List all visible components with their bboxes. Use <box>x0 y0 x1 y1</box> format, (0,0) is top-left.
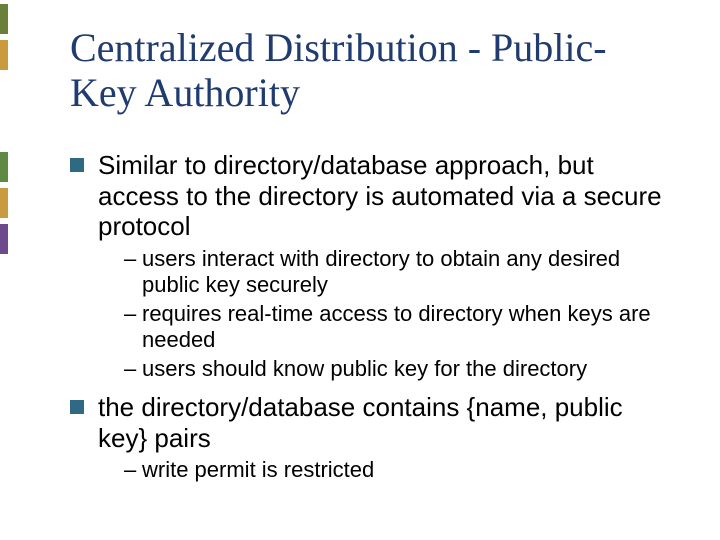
edge-stripe-2 <box>0 152 8 182</box>
bullet-l2-text: users interact with directory to obtain … <box>142 246 670 299</box>
bullet-l2-text: users should know public key for the dir… <box>142 356 587 382</box>
bullet-l2-text: write permit is restricted <box>142 457 374 483</box>
dash-icon: – <box>124 301 142 327</box>
edge-stripe-4 <box>0 224 8 254</box>
slide: Centralized Distribution - Public-Key Au… <box>0 0 720 540</box>
dash-icon: – <box>124 356 142 382</box>
bullet-l1: the directory/database contains {name, p… <box>70 392 670 453</box>
slide-body: Similar to directory/database approach, … <box>70 150 670 494</box>
bullet-l2: – users interact with directory to obtai… <box>124 246 670 299</box>
sub-bullet-group: – users interact with directory to obtai… <box>124 246 670 382</box>
dash-icon: – <box>124 457 142 483</box>
square-bullet-icon <box>70 400 84 414</box>
sub-bullet-group: – write permit is restricted <box>124 457 670 483</box>
edge-stripe-3 <box>0 188 8 218</box>
bullet-l1: Similar to directory/database approach, … <box>70 150 670 242</box>
edge-stripe-1 <box>0 40 8 70</box>
square-bullet-icon <box>70 158 84 172</box>
bullet-l2-text: requires real-time access to directory w… <box>142 301 670 354</box>
slide-title: Centralized Distribution - Public-Key Au… <box>70 26 670 116</box>
bullet-l2: – users should know public key for the d… <box>124 356 670 382</box>
bullet-l1-text: the directory/database contains {name, p… <box>98 392 670 453</box>
bullet-l2: – write permit is restricted <box>124 457 670 483</box>
dash-icon: – <box>124 246 142 272</box>
bullet-l2: – requires real-time access to directory… <box>124 301 670 354</box>
bullet-l1-text: Similar to directory/database approach, … <box>98 150 670 242</box>
edge-stripe-0 <box>0 4 8 34</box>
